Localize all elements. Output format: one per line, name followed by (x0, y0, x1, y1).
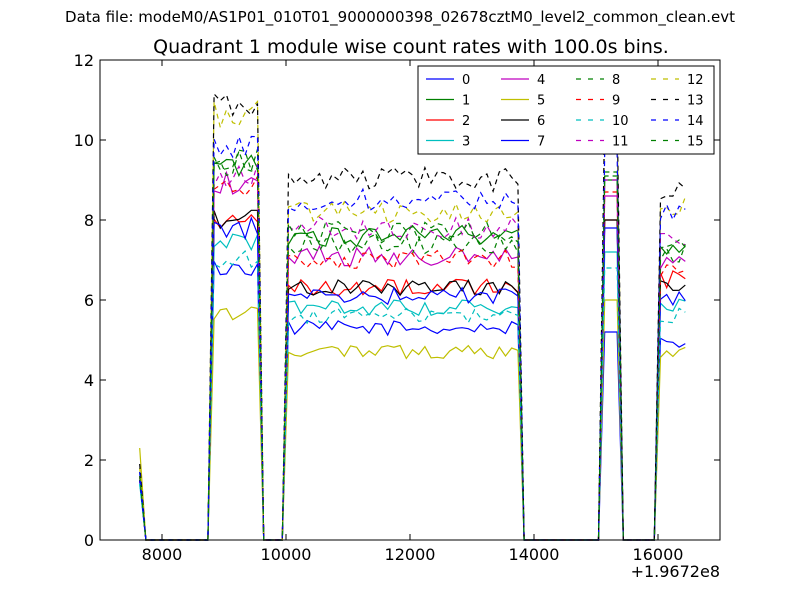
data-file-header: Data file: modeM0/AS1P01_010T01_90000003… (65, 8, 735, 26)
legend-label-0: 0 (462, 73, 470, 88)
legend-label-6: 6 (537, 114, 545, 129)
x-tick-label: 14000 (509, 545, 560, 564)
legend-label-12: 12 (687, 73, 704, 88)
y-tick-label: 6 (84, 291, 94, 310)
y-tick-label: 0 (84, 531, 94, 550)
legend-box (417, 65, 715, 155)
x-tick-label: 10000 (261, 545, 312, 564)
y-tick-label: 8 (84, 211, 94, 230)
x-tick-label: 16000 (633, 545, 684, 564)
plot-series-group (139, 92, 686, 541)
legend-label-11: 11 (612, 135, 629, 150)
chart-title: Quadrant 1 module wise count rates with … (153, 36, 669, 58)
legend-label-14: 14 (687, 114, 704, 129)
legend-label-5: 5 (537, 94, 545, 109)
y-tick-label: 12 (74, 51, 94, 70)
legend-label-1: 1 (462, 94, 470, 109)
legend-label-7: 7 (537, 135, 545, 150)
legend-label-8: 8 (612, 73, 620, 88)
y-tick-label: 2 (84, 451, 94, 470)
x-axis-offset-label: +1.9672e8 (631, 562, 720, 581)
legend-label-9: 9 (612, 94, 620, 109)
legend-label-3: 3 (462, 135, 470, 150)
x-tick-label: 12000 (385, 545, 436, 564)
legend-label-10: 10 (612, 114, 629, 129)
legend-label-4: 4 (537, 73, 545, 88)
legend-label-2: 2 (462, 114, 470, 129)
y-tick-label: 4 (84, 371, 94, 390)
legend-label-15: 15 (687, 135, 704, 150)
x-tick-label: 8000 (142, 545, 183, 564)
y-tick-label: 10 (74, 131, 94, 150)
legend-label-13: 13 (687, 94, 704, 109)
